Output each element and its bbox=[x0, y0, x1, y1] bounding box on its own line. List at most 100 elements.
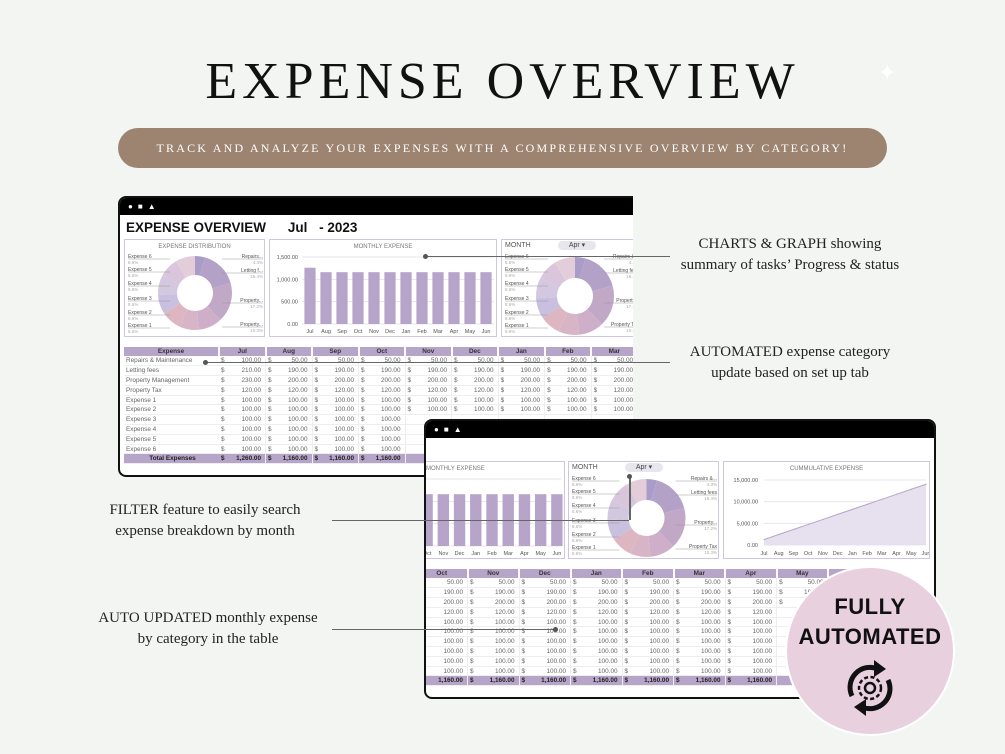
expense-value: 100.00 bbox=[477, 617, 520, 628]
x-tick-label: Mar bbox=[503, 551, 513, 557]
donut-slice bbox=[587, 285, 614, 325]
connector-line bbox=[332, 520, 629, 521]
expense-value: 200.00 bbox=[601, 375, 633, 386]
currency-symbol: $ bbox=[673, 587, 684, 599]
currency-symbol: $ bbox=[673, 607, 684, 618]
donut-label: Expense 4 bbox=[505, 281, 529, 287]
x-tick-label: Nov bbox=[818, 551, 828, 557]
currency-symbol: $ bbox=[358, 404, 369, 416]
currency-symbol: $ bbox=[519, 607, 530, 618]
bar bbox=[304, 267, 316, 324]
currency-symbol: $ bbox=[467, 597, 478, 608]
donut-label-percent: 8.6% bbox=[505, 260, 515, 265]
column-header-month: Jul bbox=[219, 347, 267, 356]
selected-month: Jul bbox=[287, 220, 308, 235]
donut-label: Expense 3 bbox=[128, 296, 152, 302]
triangle-icon: ▲ bbox=[453, 424, 462, 434]
month-filter-dropdown[interactable]: Apr ▾ bbox=[558, 241, 596, 250]
bar bbox=[448, 272, 460, 324]
expense-value: 50.00 bbox=[683, 578, 726, 589]
donut-label-percent: 8.6% bbox=[505, 329, 515, 334]
expense-value: 120.00 bbox=[426, 607, 468, 618]
donut-label-percent: 8.6% bbox=[572, 538, 582, 543]
donut-slice bbox=[179, 309, 199, 330]
donut-label: Expense 3 bbox=[505, 296, 529, 302]
donut-label-percent: 8.6% bbox=[128, 273, 138, 278]
currency-symbol: $ bbox=[544, 356, 555, 367]
expense-value: 100.00 bbox=[580, 646, 623, 657]
expense-value: 100.00 bbox=[322, 444, 360, 455]
expense-name: Repairs & Maintenance bbox=[124, 356, 219, 367]
donut-label-percent: 8.6% bbox=[505, 273, 515, 278]
donut-slice bbox=[626, 479, 647, 503]
expense-value: 200.00 bbox=[735, 597, 778, 608]
currency-symbol: $ bbox=[519, 666, 530, 677]
expense-value: 230.00 bbox=[229, 375, 267, 386]
covered-cell bbox=[776, 636, 787, 648]
expense-value: 100.00 bbox=[632, 636, 675, 648]
currency-symbol: $ bbox=[358, 414, 369, 426]
x-tick-label: Jul bbox=[760, 551, 767, 557]
expense-value: 100.00 bbox=[601, 404, 633, 416]
expense-value: 100.00 bbox=[322, 404, 360, 416]
x-tick-label: Nov bbox=[369, 329, 379, 335]
currency-symbol: $ bbox=[358, 356, 369, 367]
expense-value: 100.00 bbox=[735, 636, 778, 648]
month-filter-value: Apr bbox=[568, 242, 580, 249]
column-header-month: May bbox=[776, 569, 830, 578]
currency-symbol: $ bbox=[725, 636, 736, 648]
expense-value: 190.00 bbox=[322, 365, 360, 377]
currency-symbol: $ bbox=[312, 404, 323, 416]
callout-line: by category in the table bbox=[137, 631, 279, 647]
expense-value: 100.00 bbox=[632, 626, 675, 638]
donut-label-percent: 16.4% bbox=[250, 274, 263, 279]
x-tick-label: Mar bbox=[877, 551, 887, 557]
donut-label-percent: 10.3% bbox=[250, 328, 263, 333]
currency-symbol: $ bbox=[622, 636, 633, 648]
currency-symbol: $ bbox=[570, 607, 581, 618]
y-tick-label: 5,000.00 bbox=[737, 521, 758, 527]
expense-value: 100.00 bbox=[735, 626, 778, 638]
column-header-month: Jan bbox=[570, 569, 624, 578]
callout-line: update based on set up tab bbox=[711, 365, 869, 381]
expense-value: 50.00 bbox=[461, 356, 499, 367]
donut-label: Letting fees bbox=[613, 268, 633, 274]
expense-value: 200.00 bbox=[368, 375, 406, 386]
expense-value: 50.00 bbox=[322, 356, 360, 367]
currency-symbol: $ bbox=[312, 365, 323, 377]
expense-value: 190.00 bbox=[275, 365, 313, 377]
callout-auto-updated: AUTO UPDATED monthly expense by category… bbox=[78, 608, 338, 650]
currency-symbol: $ bbox=[312, 444, 323, 455]
currency-symbol: $ bbox=[570, 636, 581, 648]
expense-value: 50.00 bbox=[735, 578, 778, 589]
triangle-icon: ▲ bbox=[147, 201, 156, 211]
expense-value: 100.00 bbox=[632, 617, 675, 628]
currency-symbol: $ bbox=[467, 675, 478, 687]
currency-symbol: $ bbox=[591, 385, 602, 396]
currency-symbol: $ bbox=[570, 617, 581, 628]
x-tick-label: Jun bbox=[922, 551, 930, 557]
gear-refresh-icon bbox=[847, 660, 893, 716]
donut-label: Repairs... bbox=[242, 254, 263, 260]
currency-symbol: $ bbox=[622, 607, 633, 618]
expense-value: 100.00 bbox=[735, 666, 778, 677]
currency-symbol: $ bbox=[498, 365, 509, 377]
expense-value: 100.00 bbox=[477, 646, 520, 657]
cumulative-expense-area-chart: 0.00 5,000.00 10,000.00 15,000.00 Jul Aug Sep O… bbox=[734, 478, 930, 557]
expense-value: 120.00 bbox=[683, 607, 726, 618]
expense-value: 120.00 bbox=[229, 385, 267, 396]
callout-automated: AUTOMATED expense category update based … bbox=[660, 342, 920, 384]
currency-symbol: $ bbox=[622, 578, 633, 589]
expense-value: 1,160.00 bbox=[529, 675, 572, 687]
donut-slice bbox=[614, 528, 639, 554]
covered-cell bbox=[405, 424, 416, 435]
currency-symbol: $ bbox=[358, 395, 369, 406]
covered-cell bbox=[405, 444, 416, 455]
window-titlebar: ● ■ ▲ bbox=[120, 198, 633, 215]
currency-symbol: $ bbox=[405, 404, 416, 416]
column-header-month: Dec bbox=[519, 569, 572, 578]
expense-value: 120.00 bbox=[477, 607, 520, 618]
covered-cell bbox=[405, 414, 416, 426]
month-filter-dropdown[interactable]: Apr ▾ bbox=[625, 463, 663, 472]
donut-slice bbox=[162, 261, 186, 285]
